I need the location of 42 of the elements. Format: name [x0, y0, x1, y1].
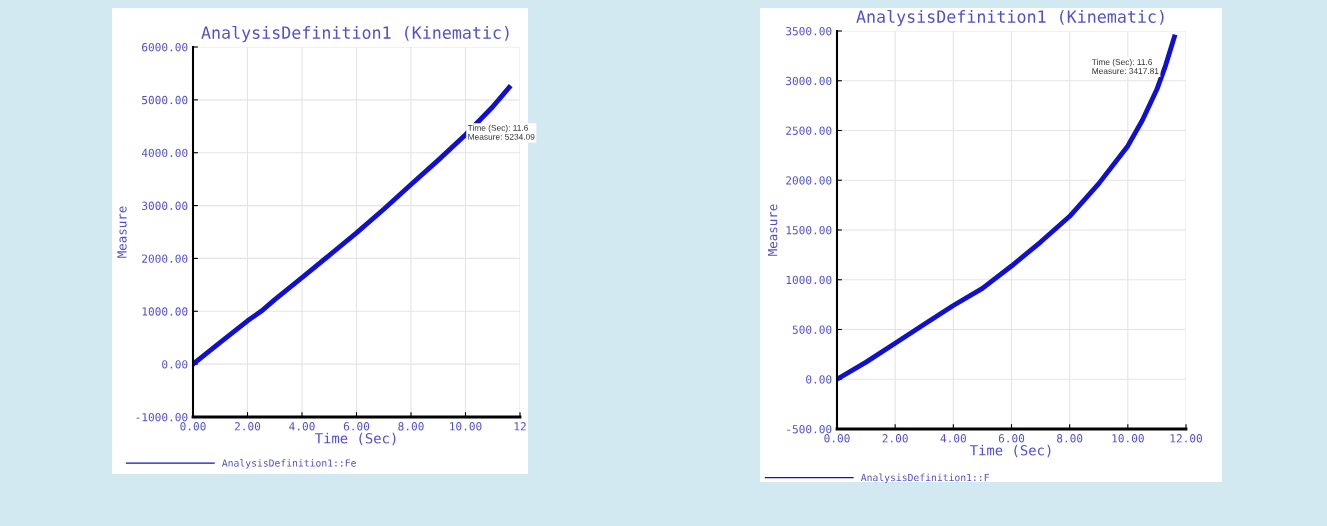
- y-axis-title: Measure: [117, 206, 127, 258]
- y-tick-label: 3000.00: [786, 76, 832, 86]
- x-axis-title: Time (Sec): [315, 432, 396, 446]
- x-tick-label: 10.00: [1112, 434, 1144, 443]
- text: AnalysisDefinition1::F: [860, 473, 989, 484]
- x-tick-label: 12.00: [1170, 434, 1202, 443]
- x-tick-label: 12: [514, 422, 526, 431]
- x-tick-label: 0.00: [180, 422, 206, 431]
- text: AnalysisDefinition1::Fe: [221, 459, 356, 469]
- y-tick-label: -500.00: [787, 425, 832, 434]
- y-tick-label: 2000.00: [786, 176, 832, 185]
- y-axis-title: Measure: [768, 204, 778, 256]
- y-tick-label: 4000.00: [141, 148, 188, 158]
- y-tick-label: 3500.00: [786, 27, 832, 36]
- y-tick-label: 0.00: [162, 360, 188, 369]
- chart-title: AnalysisDefinition1 (Kinematic): [856, 9, 1164, 27]
- annotation: Time (Sec): 11.6 Measure: 5234.09: [467, 124, 535, 140]
- line-series: [837, 34, 1177, 382]
- y-tick-label: 1500.00: [786, 226, 832, 235]
- annotation: Time (Sec): 11.6 Measure: 3417.81: [1091, 58, 1159, 74]
- x-tick-label: 0.00: [824, 434, 850, 443]
- x-tick-label: 2.00: [234, 422, 261, 431]
- y-tick-label: 1000.00: [786, 275, 832, 285]
- chart-title: AnalysisDefinition1 (Kinematic): [201, 25, 509, 43]
- x-tick-label: 8.00: [398, 422, 424, 431]
- y-tick-label: 5000.00: [142, 95, 188, 105]
- x-tick-label: 6.00: [998, 434, 1025, 443]
- x-axis-title: Time (Sec): [970, 444, 1051, 458]
- y-tick-label: 2000.00: [142, 254, 188, 263]
- y-tick-label: 6000.00: [142, 43, 188, 52]
- y-tick-label: 2500.00: [786, 126, 832, 135]
- x-tick-label: 4.00: [940, 434, 966, 443]
- y-tick-label: -1000.00: [136, 413, 188, 422]
- x-tick-label: 8.00: [1057, 434, 1083, 443]
- y-tick-label: 3000.00: [142, 201, 188, 210]
- y-tick-label: 500.00: [792, 325, 832, 334]
- x-tick-label: 10.00: [450, 422, 482, 431]
- x-tick-label: 2.00: [882, 434, 908, 443]
- x-tick-label: 4.00: [289, 422, 315, 431]
- x-tick-label: 6.00: [343, 422, 370, 431]
- y-tick-label: 0.00: [806, 375, 832, 384]
- y-tick-label: 1000.00: [142, 307, 188, 316]
